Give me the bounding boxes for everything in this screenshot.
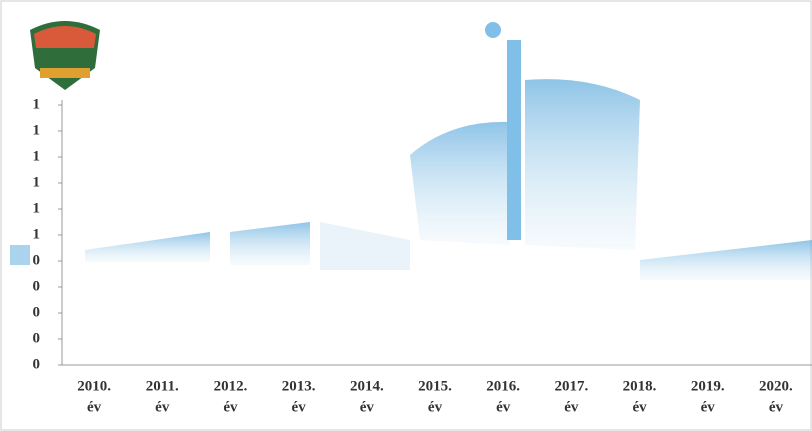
x-tick-label: év [223, 399, 238, 415]
x-tick-label: év [769, 399, 784, 415]
x-tick-label: 2016. [486, 378, 520, 394]
y-tick-label: 1 [33, 174, 41, 190]
x-tick-label: év [428, 399, 443, 415]
x-tick-label: 2020. [759, 378, 793, 394]
y-tick-label: 1 [33, 96, 41, 112]
background-image [10, 22, 812, 280]
x-tick-label: 2011. [146, 378, 179, 394]
x-tick-label: 2013. [282, 378, 316, 394]
x-tick-label: év [87, 399, 102, 415]
y-tick-label: 1 [33, 122, 41, 138]
y-tick-label: 1 [33, 200, 41, 216]
x-tick-label: év [632, 399, 647, 415]
x-tick-label: év [701, 399, 716, 415]
x-tick-label: év [496, 399, 511, 415]
x-tick-label: év [292, 399, 307, 415]
x-tick-label: 2012. [214, 378, 248, 394]
logo [30, 21, 100, 90]
y-tick-label: 1 [33, 226, 41, 242]
y-tick-label: 0 [33, 330, 41, 346]
x-tick-label: év [155, 399, 170, 415]
y-tick-label: 0 [33, 278, 41, 294]
x-tick-label: év [360, 399, 375, 415]
x-tick-label: 2010. [77, 378, 111, 394]
y-tick-label: 0 [33, 304, 41, 320]
x-tick-label: 2019. [691, 378, 725, 394]
x-tick-label: 2015. [418, 378, 452, 394]
x-tick-label: 2014. [350, 378, 384, 394]
x-tick-label: év [564, 399, 579, 415]
x-tick-label: 2017. [554, 378, 588, 394]
x-tick-label: 2018. [623, 378, 657, 394]
y-tick-label: 1 [33, 148, 41, 164]
y-tick-label: 0 [33, 356, 41, 372]
y-tick-label: 0 [33, 252, 41, 268]
